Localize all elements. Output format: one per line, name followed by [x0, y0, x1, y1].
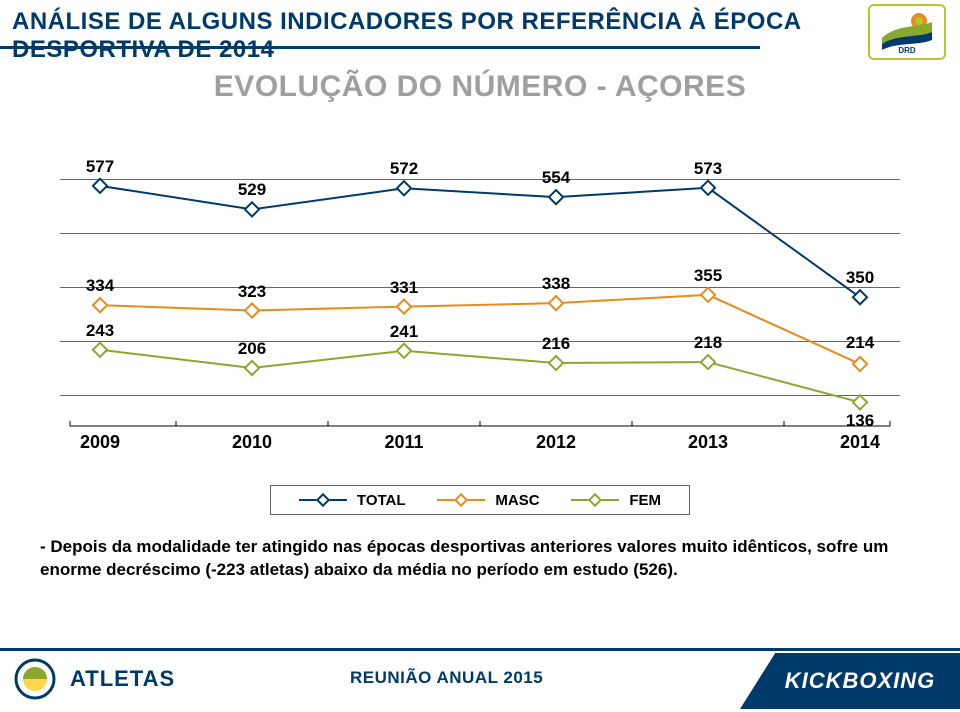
x-axis-label: 2010: [232, 432, 272, 453]
data-label: 572: [390, 159, 418, 179]
footer-sport: KICKBOXING: [785, 668, 936, 694]
subtitle: EVOLUÇÃO DO NÚMERO - AÇORES: [0, 70, 960, 104]
footer-section: ATLETAS: [70, 666, 175, 692]
data-label: 214: [846, 333, 874, 353]
data-label: 350: [846, 268, 874, 288]
footer-rule: [0, 648, 960, 651]
legend-swatch: [571, 499, 619, 501]
data-label: 136: [846, 411, 874, 431]
x-axis-label: 2011: [384, 432, 423, 453]
data-label: 338: [542, 274, 570, 294]
legend-label: TOTAL: [357, 492, 406, 509]
data-label: 206: [238, 339, 266, 359]
legend-swatch: [437, 499, 485, 501]
body-text: - Depois da modalidade ter atingido nas …: [40, 536, 920, 582]
legend-item: TOTAL: [299, 492, 406, 509]
data-label: 243: [86, 321, 114, 341]
logo: DRD: [868, 4, 946, 60]
legend-item: FEM: [571, 492, 661, 509]
data-label: 554: [542, 168, 570, 188]
legend-marker-icon: [454, 493, 468, 507]
x-axis-label: 2013: [688, 432, 728, 453]
chart: 577 529 572 554 573 350 334 323 331 338 355 214 243 2…: [60, 130, 900, 440]
logo-icon: DRD: [877, 10, 937, 54]
svg-text:DRD: DRD: [898, 46, 916, 54]
x-axis-label: 2012: [536, 432, 576, 453]
chart-svg: [60, 130, 900, 440]
data-label: 323: [238, 282, 266, 302]
x-axis-label: 2009: [80, 432, 120, 453]
data-label: 529: [238, 180, 266, 200]
footer-sport-badge: KICKBOXING: [740, 653, 960, 709]
data-label: 331: [390, 278, 418, 298]
footer-logo-icon: [14, 658, 56, 700]
footer-meeting: REUNIÃO ANUAL 2015: [350, 668, 543, 688]
data-label: 334: [86, 276, 114, 296]
legend-marker-icon: [588, 493, 602, 507]
page-header-title: ANÁLISE DE ALGUNS INDICADORES POR REFERÊ…: [12, 8, 960, 64]
x-axis-label: 2014: [840, 432, 880, 453]
data-label: 573: [694, 159, 722, 179]
data-label: 577: [86, 157, 114, 177]
data-label: 216: [542, 334, 570, 354]
data-label: 218: [694, 333, 722, 353]
legend-item: MASC: [437, 492, 539, 509]
data-label: 241: [390, 322, 418, 342]
data-label: 355: [694, 266, 722, 286]
legend-label: FEM: [629, 492, 661, 509]
legend-swatch: [299, 499, 347, 501]
legend-label: MASC: [495, 492, 539, 509]
legend-marker-icon: [316, 493, 330, 507]
legend: TOTAL MASC FEM: [270, 485, 690, 515]
